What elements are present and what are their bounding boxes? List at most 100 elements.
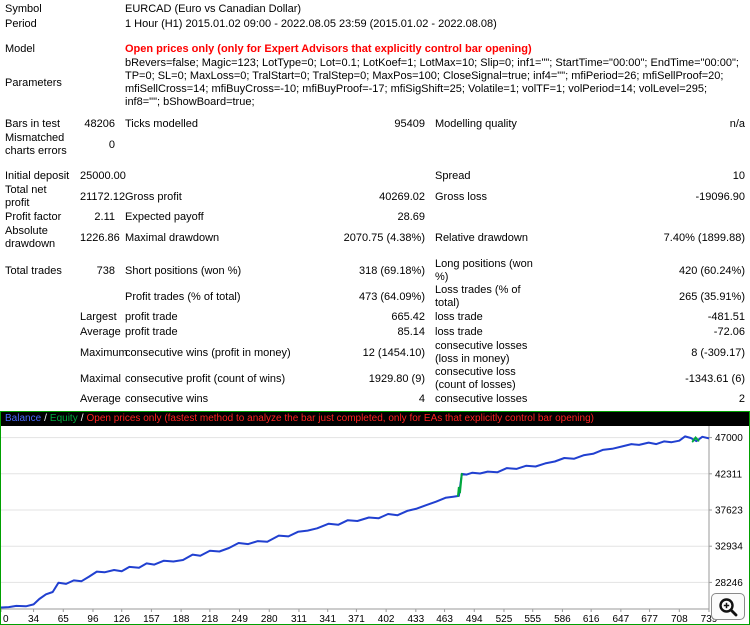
table-row-deposit: Initial deposit 25000.00 Spread 10 bbox=[0, 169, 750, 184]
largest-profit-trade-value: 665.42 bbox=[391, 311, 425, 323]
relative-drawdown-label: Relative drawdown bbox=[435, 231, 528, 244]
parameters-label: Parameters bbox=[5, 76, 62, 89]
gross-profit-value: 40269.02 bbox=[379, 190, 425, 203]
svg-text:32934: 32934 bbox=[715, 542, 743, 553]
profit-graph-panel: Balance / Equity / Open prices only (fastest… bbox=[0, 411, 750, 625]
average-loss-trade-value: -72.06 bbox=[713, 326, 745, 338]
svg-text:311: 311 bbox=[291, 614, 307, 624]
svg-text:126: 126 bbox=[113, 614, 130, 624]
largest-loss-trade-label: loss trade bbox=[435, 311, 483, 323]
average-loss-trade-label: loss trade bbox=[435, 326, 483, 338]
svg-text:47000: 47000 bbox=[715, 433, 743, 444]
table-row-largest: Largest profit trade 665.42 loss trade -… bbox=[0, 310, 750, 325]
ticks-modelled-value: 95409 bbox=[394, 118, 425, 130]
spread-label: Spread bbox=[435, 170, 471, 182]
largest-label: Largest bbox=[80, 311, 117, 323]
maximum-label: Maximum bbox=[80, 346, 128, 359]
expected-payoff-value: 28.69 bbox=[397, 211, 425, 223]
svg-text:280: 280 bbox=[261, 614, 278, 624]
short-positions-label: Short positions (won %) bbox=[125, 264, 242, 277]
svg-text:37623: 37623 bbox=[715, 506, 743, 517]
maximal-profit-label: consecutive profit (count of wins) bbox=[125, 372, 286, 385]
table-row-symbol: Symbol EURCAD (Euro vs Canadian Dollar) bbox=[0, 2, 750, 17]
maximal-drawdown-value: 2070.75 (4.38%) bbox=[343, 231, 425, 244]
svg-text:402: 402 bbox=[378, 614, 395, 624]
svg-text:647: 647 bbox=[613, 614, 630, 624]
legend-separator: / bbox=[44, 413, 47, 424]
period-label: Period bbox=[5, 18, 37, 30]
svg-text:42311: 42311 bbox=[715, 469, 743, 480]
maximum-wins-value: 12 (1454.10) bbox=[362, 346, 425, 359]
modelling-quality-label: Modelling quality bbox=[435, 118, 517, 130]
ticks-modelled-label: Ticks modelled bbox=[125, 118, 198, 130]
svg-text:433: 433 bbox=[407, 614, 424, 624]
bars-in-test-label: Bars in test bbox=[5, 118, 61, 130]
relative-drawdown-value: 7.40% (1899.88) bbox=[663, 231, 745, 244]
maximal-label: Maximal bbox=[80, 372, 121, 385]
maximal-loss-value: -1343.61 (6) bbox=[685, 372, 745, 385]
legend-note: Open prices only (fastest method to anal… bbox=[86, 413, 595, 424]
long-positions-value: 420 (60.24%) bbox=[678, 264, 745, 277]
table-row-profit-factor: Profit factor 2.11 Expected payoff 28.69 bbox=[0, 210, 750, 225]
total-trades-value: 738 bbox=[96, 264, 115, 277]
svg-text:218: 218 bbox=[202, 614, 219, 624]
svg-text:525: 525 bbox=[496, 614, 513, 624]
balance-equity-chart: 47000 42311 37623 32934 28246 0 34 65 96 126 157 18… bbox=[1, 426, 749, 624]
absolute-drawdown-label: Absolute drawdown bbox=[5, 225, 56, 250]
mismatched-errors-label: Mismatched charts errors bbox=[5, 132, 67, 157]
zoom-button[interactable] bbox=[711, 593, 745, 620]
model-label: Model bbox=[5, 43, 35, 55]
period-value: 1 Hour (H1) 2015.01.02 09:00 - 2022.08.0… bbox=[125, 18, 497, 30]
gross-profit-label: Gross profit bbox=[125, 190, 182, 203]
graph-legend-bar: Balance / Equity / Open prices only (fastest… bbox=[1, 412, 749, 426]
mismatched-errors-value: 0 bbox=[108, 138, 115, 151]
total-net-profit-value: 21172.12 bbox=[80, 190, 126, 203]
largest-profit-trade-label: profit trade bbox=[125, 311, 178, 323]
svg-text:96: 96 bbox=[87, 614, 99, 624]
bars-in-test-value: 48206 bbox=[84, 118, 115, 130]
short-positions-value: 318 (69.18%) bbox=[358, 264, 425, 277]
parameters-value: bRevers=false; Magic=123; LotType=0; Lot… bbox=[125, 57, 739, 108]
table-row-maximum-consecutive: Maximum consecutive wins (profit in mone… bbox=[0, 340, 750, 366]
profit-trades-label: Profit trades (% of total) bbox=[125, 290, 241, 303]
svg-text:249: 249 bbox=[231, 614, 248, 624]
model-value: Open prices only (only for Expert Adviso… bbox=[125, 43, 532, 55]
total-net-profit-label: Total net profit bbox=[5, 184, 47, 209]
table-row-period: Period 1 Hour (H1) 2015.01.02 09:00 - 20… bbox=[0, 17, 750, 32]
table-row-net-profit: Total net profit 21172.12 Gross profit 4… bbox=[0, 184, 750, 210]
average-consecutive-wins-value: 4 bbox=[418, 393, 425, 405]
gross-loss-label: Gross loss bbox=[435, 190, 487, 203]
absolute-drawdown-value: 1226.86 bbox=[80, 231, 120, 244]
long-positions-label: Long positions (won %) bbox=[435, 258, 533, 283]
average-consecutive-label: Average bbox=[80, 393, 121, 405]
largest-loss-trade-value: -481.51 bbox=[707, 311, 745, 323]
profit-factor-label: Profit factor bbox=[5, 211, 62, 223]
table-row-drawdown: Absolute drawdown 1226.86 Maximal drawdo… bbox=[0, 225, 750, 251]
svg-text:0: 0 bbox=[3, 614, 9, 624]
maximal-loss-label: consecutive loss (count of losses) bbox=[435, 366, 516, 391]
svg-text:463: 463 bbox=[436, 614, 453, 624]
table-row-mismatched: Mismatched charts errors 0 bbox=[0, 132, 750, 158]
average-profit-trade-label: profit trade bbox=[125, 326, 178, 338]
maximum-losses-label: consecutive losses (loss in money) bbox=[435, 340, 528, 365]
legend-balance-label: Balance bbox=[5, 413, 42, 424]
legend-separator: / bbox=[80, 413, 84, 424]
modelling-quality-value: n/a bbox=[729, 118, 745, 130]
profit-trades-value: 473 (64.09%) bbox=[358, 290, 425, 303]
symbol-value: EURCAD (Euro vs Canadian Dollar) bbox=[125, 3, 302, 15]
svg-text:494: 494 bbox=[466, 614, 483, 624]
maximum-losses-value: 8 (-309.17) bbox=[691, 346, 745, 359]
maximum-wins-label: consecutive wins (profit in money) bbox=[125, 346, 291, 359]
total-trades-label: Total trades bbox=[5, 264, 62, 277]
svg-text:616: 616 bbox=[583, 614, 600, 624]
legend-equity-label: Equity bbox=[49, 413, 78, 424]
table-row-parameters: Parameters bRevers=false; Magic=123; Lot… bbox=[0, 57, 750, 109]
svg-text:188: 188 bbox=[173, 614, 190, 624]
table-row-model: Model Open prices only (only for Expert … bbox=[0, 42, 750, 57]
svg-text:371: 371 bbox=[348, 614, 365, 624]
average-profit-trade-value: 85.14 bbox=[397, 326, 425, 338]
table-row-total-trades: Total trades 738 Short positions (won %)… bbox=[0, 258, 750, 284]
table-row-average-trade: Average profit trade 85.14 loss trade -7… bbox=[0, 325, 750, 340]
spread-value: 10 bbox=[732, 170, 745, 182]
